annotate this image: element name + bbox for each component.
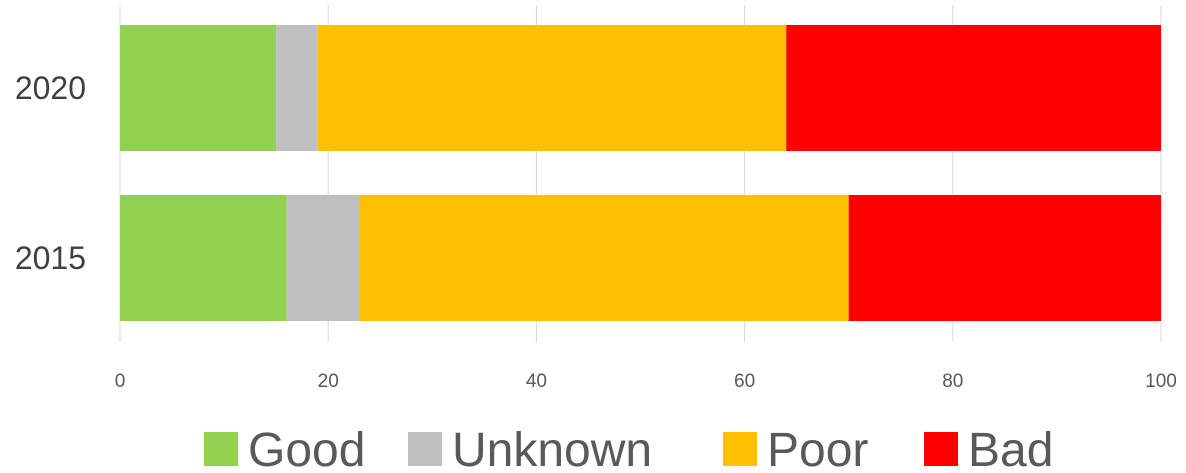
bars (120, 25, 1161, 321)
legend: Good Unknown Poor Bad (204, 424, 1053, 473)
bar-unknown-2020 (276, 25, 318, 151)
bar-poor-2015 (359, 195, 849, 321)
value-axis: 0 20 40 60 80 100 (115, 371, 1177, 392)
legend-swatch-unknown (408, 432, 442, 466)
x-tick-label: 20 (318, 371, 339, 392)
legend-swatch-poor (723, 432, 757, 466)
x-tick-label: 100 (1145, 371, 1177, 392)
legend-label-bad: Bad (968, 424, 1053, 473)
category-label: 2015 (15, 240, 86, 276)
bar-bad-2020 (786, 25, 1161, 151)
legend-label-poor: Poor (767, 424, 868, 473)
x-tick-label: 80 (942, 371, 963, 392)
legend-label-good: Good (248, 424, 365, 473)
category-label: 2020 (15, 70, 86, 106)
x-tick-label: 40 (526, 371, 547, 392)
category-axis: 2020 2015 (15, 70, 86, 276)
bar-poor-2020 (317, 25, 787, 151)
bar-unknown-2015 (286, 195, 360, 321)
legend-swatch-bad (924, 432, 958, 466)
legend-swatch-good (204, 432, 238, 466)
bar-good-2020 (120, 25, 277, 151)
bar-bad-2015 (848, 195, 1161, 321)
x-tick-label: 0 (115, 371, 126, 392)
bar-good-2015 (120, 195, 287, 321)
x-tick-label: 60 (734, 371, 755, 392)
legend-label-unknown: Unknown (452, 424, 652, 473)
